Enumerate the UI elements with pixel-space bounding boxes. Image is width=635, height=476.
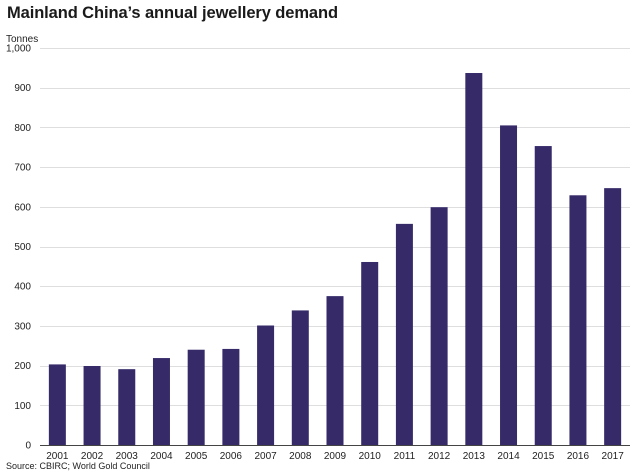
bar-2017: [604, 188, 622, 446]
bar-2008: [291, 310, 309, 445]
bar-2009: [326, 296, 344, 445]
y-tick-labels: 0 100 200 300 400 500 600 700 800 900 1,000: [6, 44, 31, 452]
x-tick-label: 2015: [532, 451, 555, 462]
x-tick-label: 2007: [254, 451, 277, 462]
bar-2002: [83, 365, 101, 445]
y-tick-label: 300: [14, 321, 31, 332]
bar-2007: [257, 325, 275, 445]
bar-2013: [465, 73, 483, 446]
bar-2010: [361, 261, 379, 445]
y-tick-label: 700: [14, 163, 31, 174]
bar-2003: [118, 369, 136, 445]
bar-2014: [500, 125, 518, 445]
x-tick-label: 2009: [324, 451, 347, 462]
y-axis-label: Tonnes: [6, 34, 38, 45]
bars: [48, 73, 622, 446]
bar-2012: [430, 207, 448, 445]
bar-2001: [48, 364, 66, 445]
x-tick-label: 2010: [359, 451, 382, 462]
x-tick-label: 2004: [150, 451, 173, 462]
y-tick-label: 0: [25, 441, 31, 452]
y-tick-label: 1,000: [6, 44, 31, 55]
x-tick-label: 2011: [394, 451, 416, 462]
y-tick-label: 100: [14, 401, 31, 412]
x-tick-label: 2016: [567, 451, 590, 462]
x-tick-label: 2003: [116, 451, 139, 462]
y-tick-label: 500: [14, 242, 31, 253]
bar-2004: [152, 358, 170, 445]
y-tick-label: 600: [14, 202, 31, 213]
bar-2016: [569, 195, 587, 445]
chart-title: Mainland China’s annual jewellery demand: [7, 4, 338, 22]
x-tick-label: 2002: [81, 451, 104, 462]
x-tick-label: 2014: [497, 451, 520, 462]
bar-2006: [222, 348, 240, 445]
source-note: Source: CBIRC; World Gold Council: [6, 461, 150, 471]
x-tick-label: 2008: [289, 451, 312, 462]
y-tick-label: 800: [14, 123, 31, 134]
x-tick-label: 2005: [185, 451, 208, 462]
bar-2015: [534, 146, 552, 445]
x-tick-label: 2013: [463, 451, 486, 462]
x-tick-label: 2001: [46, 451, 69, 462]
x-tick-labels: 2001 2002 2003 2004 2005 2006 2007 2008 2009 2010…: [46, 451, 624, 462]
x-tick-label: 2006: [220, 451, 243, 462]
x-tick-label: 2017: [602, 451, 625, 462]
y-tick-label: 400: [14, 282, 31, 293]
bar-2011: [395, 223, 413, 445]
y-tick-label: 900: [14, 83, 31, 94]
y-tick-label: 200: [14, 361, 31, 372]
bar-2005: [187, 349, 205, 445]
x-tick-label: 2012: [428, 451, 451, 462]
